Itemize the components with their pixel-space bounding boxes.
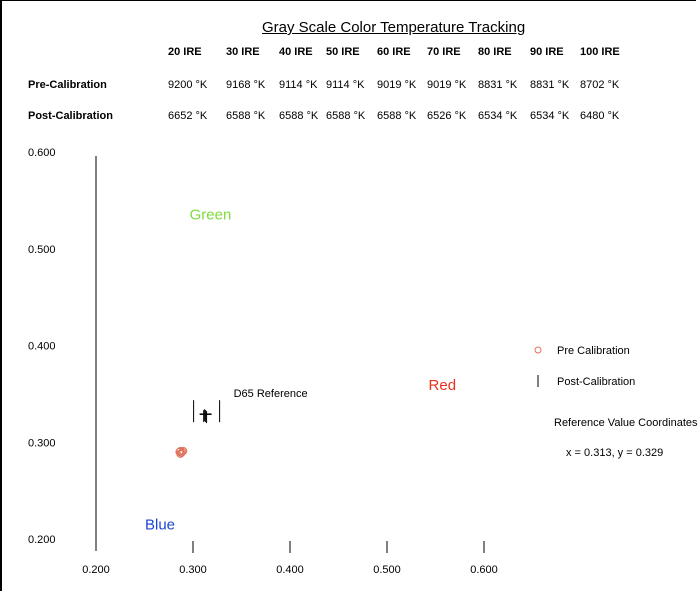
legend-marker (534, 346, 542, 354)
table-cell: 6652 °K (168, 110, 208, 122)
table-cell: 6588 °K (226, 110, 266, 122)
column-header: 40 IRE (279, 46, 313, 58)
table-cell: 6526 °K (427, 110, 467, 122)
y-tick-label: 0.300 (28, 437, 56, 449)
column-header: 60 IRE (377, 46, 411, 58)
y-tick-label: 0.200 (28, 534, 56, 546)
y-tick-label: 0.600 (28, 147, 56, 159)
pre-calibration-point (177, 448, 186, 457)
table-cell: 6480 °K (580, 110, 620, 122)
table-cell: 8831 °K (530, 79, 570, 91)
table-cell: 9200 °K (168, 79, 208, 91)
region-label: Green (190, 207, 232, 224)
x-tick-label: 0.600 (470, 564, 498, 576)
pre-calibration-point (179, 446, 188, 455)
table-cell: 6534 °K (478, 110, 518, 122)
y-tick-label: 0.400 (28, 341, 56, 353)
reference-label: D65 Reference (234, 388, 308, 400)
table-cell: 9168 °K (226, 79, 266, 91)
table-cell: 8831 °K (478, 79, 518, 91)
column-header: 30 IRE (226, 46, 260, 58)
column-header: 70 IRE (427, 46, 461, 58)
table-cell: 6588 °K (326, 110, 366, 122)
annotation-value: x = 0.313, y = 0.329 (566, 447, 663, 459)
table-cell: 9114 °K (279, 79, 318, 91)
x-tick-label: 0.200 (82, 564, 110, 576)
x-tick-label: 0.300 (179, 564, 207, 576)
table-cell: 6588 °K (279, 110, 319, 122)
column-header: 100 IRE (580, 46, 620, 58)
column-header: 50 IRE (326, 46, 360, 58)
column-header: 20 IRE (168, 46, 202, 58)
table-cell: 9019 °K (427, 79, 467, 91)
legend-entry: Post-Calibration (557, 376, 635, 388)
pre-calibration-point (178, 447, 187, 456)
annotation-title: Reference Value Coordinates (554, 417, 698, 429)
x-tick-label: 0.400 (276, 564, 304, 576)
table-cell: 6588 °K (377, 110, 417, 122)
table-cell: 9114 °K (326, 79, 365, 91)
table-cell: 8702 °K (580, 79, 620, 91)
row-label: Post-Calibration (28, 110, 113, 122)
table-title: Gray Scale Color Temperature Tracking (262, 19, 526, 36)
legend-entry: Pre Calibration (557, 345, 630, 357)
x-tick-label: 0.500 (373, 564, 401, 576)
table-cell: 9019 °K (377, 79, 417, 91)
column-header: 80 IRE (478, 46, 512, 58)
pre-calibration-point (176, 449, 185, 458)
y-tick-label: 0.500 (28, 244, 56, 256)
row-label: Pre-Calibration (28, 79, 107, 91)
region-label: Red (429, 377, 457, 394)
table-cell: 6534 °K (530, 110, 570, 122)
column-header: 90 IRE (530, 46, 564, 58)
region-label: Blue (145, 516, 175, 533)
